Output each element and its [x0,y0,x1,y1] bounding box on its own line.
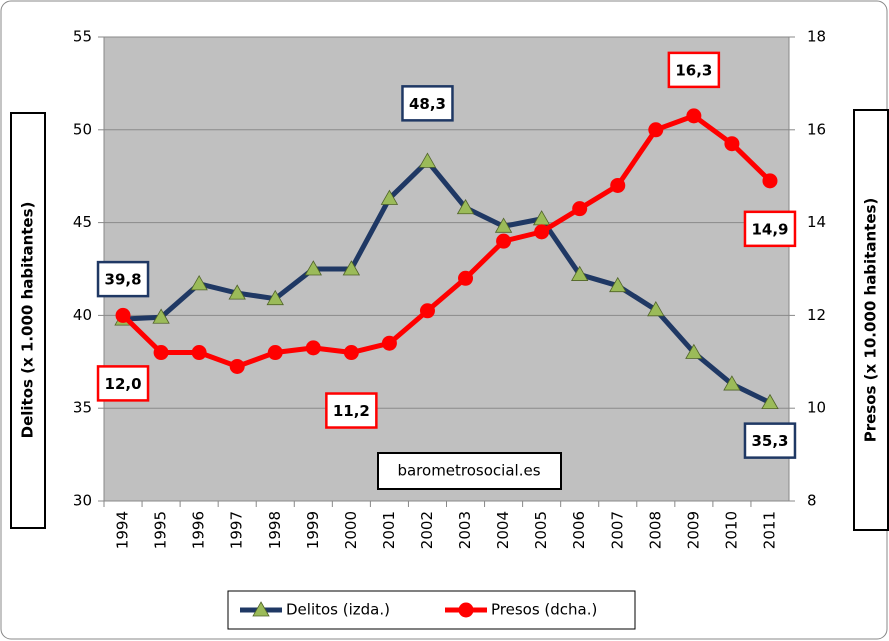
data-point [304,260,322,276]
data-point [610,177,626,193]
y-axis-label: Delitos (x 1.000 habitantes) [19,202,37,439]
data-point [229,358,245,374]
data-point [724,136,740,152]
y2-tick-label: 12 [807,306,826,324]
data-point [571,265,589,281]
data-point [342,260,361,276]
y2-tick-label: 8 [807,492,817,510]
data-point [267,345,283,361]
data-label-box [667,51,721,89]
y-tick-label: 35 [73,399,92,417]
data-label: 11,2 [333,402,370,420]
y2-tick-label: 16 [807,120,826,138]
data-point [456,198,475,215]
y2-tick-label: 10 [807,399,826,417]
data-point [494,217,513,233]
x-tick-label: 2010 [722,511,740,549]
data-point [152,308,170,324]
x-tick-label: 1997 [228,511,246,549]
x-tick-label: 2004 [494,511,512,549]
y-tick-label: 30 [73,492,92,510]
data-point [647,301,665,317]
data-point [419,303,435,319]
x-tick-label: 2011 [760,511,778,549]
data-point [305,340,321,356]
data-label: 16,3 [675,61,712,79]
data-point [648,122,664,138]
data-label: 39,8 [105,271,142,289]
series-line [122,158,772,405]
x-tick-label: 2009 [684,511,702,549]
data-label-box [325,392,378,429]
y-tick-label: 40 [73,306,92,324]
y-tick-label: 50 [73,120,92,138]
legend-marker [252,601,270,617]
y-tick-label: 55 [73,28,92,46]
y2-label-box [853,109,889,531]
y2-tick-label: 18 [807,28,826,46]
y-tick-label: 45 [73,213,92,231]
x-tick-label: 1995 [152,511,170,549]
data-label: 35,3 [751,432,788,450]
x-tick-label: 2007 [608,511,626,549]
data-point [572,201,588,217]
data-point [686,108,702,124]
annotation-box [377,452,562,490]
data-label-box [96,365,150,402]
data-point [761,393,779,410]
data-point [609,276,627,293]
data-label: 14,9 [751,220,788,238]
data-label-box [401,85,454,122]
data-label-box [96,260,150,298]
data-label: 12,0 [105,375,142,393]
data-point [228,284,246,300]
data-point [496,233,512,249]
data-point [762,173,778,189]
data-point [381,335,397,351]
data-point [418,152,437,168]
annotation: barometrosocial.es [397,462,540,480]
y2-axis-label: Presos (x 10.000 habitantes) [862,198,880,443]
data-point [685,343,703,359]
data-label-box [743,210,797,248]
x-tick-label: 2002 [418,511,436,549]
data-point [266,289,284,306]
data-point [190,275,208,291]
x-tick-label: 2003 [456,511,474,549]
x-tick-label: 2005 [532,511,550,549]
x-tick-label: 2000 [342,511,360,549]
x-tick-label: 2001 [380,511,398,549]
y2-tick-label: 14 [807,213,826,231]
x-tick-label: 2006 [570,511,588,549]
legend-label: Delitos (izda.) [286,601,390,619]
y-label-box [10,112,46,529]
x-tick-label: 1998 [266,511,284,549]
x-tick-label: 1999 [304,511,322,549]
x-tick-label: 1996 [190,511,208,549]
x-tick-label: 2008 [646,511,664,549]
data-point [380,189,399,205]
data-point [534,224,550,240]
data-point [115,307,131,323]
x-tick-label: 1994 [114,511,132,549]
data-label: 48,3 [409,95,446,113]
data-point [153,345,169,361]
legend-label: Presos (dcha.) [491,601,597,619]
data-point [343,345,359,361]
legend-box [227,590,636,630]
legend-marker [458,602,474,618]
data-point [191,345,207,361]
data-point [458,270,474,286]
data-point [723,375,741,391]
data-label-box [743,422,797,459]
